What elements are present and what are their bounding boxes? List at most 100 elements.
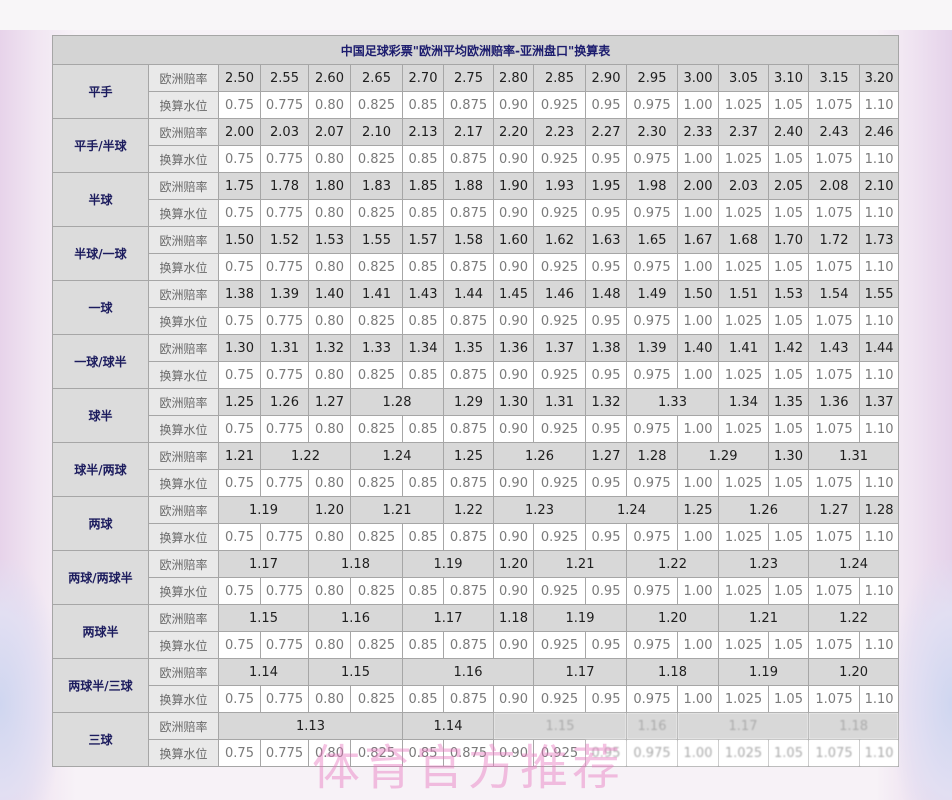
odds-cell: 1.19	[533, 604, 627, 632]
odds-cell: 1.13	[218, 712, 403, 740]
background-cloud	[892, 560, 952, 800]
odds-cell: 1.51	[718, 280, 769, 308]
water-row: 换算水位 0.75 0.775 0.80 0.825 0.85 0.875 0.90 0.925…	[53, 145, 900, 173]
odds-cell: 1.98	[626, 172, 678, 200]
water-cell: 0.975	[626, 253, 678, 281]
odds-cell: 1.27	[308, 388, 351, 416]
row-type-water: 换算水位	[148, 469, 219, 497]
odds-cell: 2.08	[808, 172, 860, 200]
odds-cell: 1.27	[808, 496, 860, 524]
odds-cell: 1.60	[493, 226, 534, 254]
odds-cell: 1.28	[626, 442, 678, 470]
water-cell: 1.00	[677, 523, 719, 551]
odds-cell: 2.27	[585, 118, 627, 146]
water-cell: 1.075	[808, 577, 860, 605]
water-cell: 1.075	[808, 199, 860, 227]
handicap-label: 半球/一球	[52, 226, 149, 281]
water-cell: 1.025	[718, 307, 769, 335]
title-row: 中国足球彩票"欧洲平均欧洲赔率-亚洲盘口"换算表	[51, 35, 900, 65]
row-type-water: 换算水位	[148, 253, 219, 281]
water-cell: 0.875	[443, 631, 494, 659]
water-row: 换算水位 0.75 0.775 0.80 0.825 0.85 0.875 0.90 0.925…	[53, 91, 900, 119]
water-cell: 0.90	[493, 631, 534, 659]
odds-cell: 1.31	[807, 442, 900, 470]
water-cell: 0.925	[533, 307, 586, 335]
odds-cell: 1.18	[308, 550, 403, 578]
row-type-water: 换算水位	[148, 199, 219, 227]
row-type-odds: 欧洲赔率	[148, 712, 219, 740]
water-cell: 0.80	[308, 469, 351, 497]
water-cell: 0.775	[260, 253, 309, 281]
table-title: 中国足球彩票"欧洲平均欧洲赔率-亚洲盘口"换算表	[51, 35, 900, 65]
water-cell: 0.775	[260, 577, 309, 605]
odds-cell: 1.21	[218, 442, 261, 470]
handicap-label: 两球/两球半	[52, 550, 149, 605]
odds-cell: 1.19	[402, 550, 494, 578]
water-cell: 0.75	[218, 91, 261, 119]
water-cell: 0.875	[443, 523, 494, 551]
odds-cell: 1.37	[533, 334, 586, 362]
top-band	[0, 0, 952, 30]
odds-row: 平手/半球 欧洲赔率 2.00 2.03 2.07 2.10 2.13 2.17 2.20 2.2…	[52, 118, 900, 173]
water-cell: 0.825	[350, 307, 403, 335]
odds-cell: 1.16	[402, 658, 534, 686]
row-type-water: 换算水位	[148, 361, 219, 389]
odds-cell: 1.26	[260, 388, 309, 416]
water-cell: 0.75	[218, 739, 261, 767]
water-cell: 1.075	[808, 307, 860, 335]
odds-row: 两球半/三球 欧洲赔率 1.14 1.15 1.16 1.17 1.18 1.19 1.20	[52, 658, 900, 713]
water-cell: 1.025	[718, 145, 769, 173]
odds-cell: 1.38	[585, 334, 627, 362]
water-cell: 0.90	[493, 685, 534, 713]
handicap-label: 平手/半球	[52, 118, 149, 173]
water-cell: 0.975	[626, 415, 678, 443]
odds-cell: 1.36	[808, 388, 860, 416]
water-cell: 0.775	[260, 685, 309, 713]
water-cell: 1.05	[768, 577, 809, 605]
odds-cell: 1.14	[402, 712, 494, 740]
water-cell: 1.05	[768, 91, 809, 119]
water-cell: 0.825	[350, 91, 403, 119]
odds-row: 平手 欧洲赔率 2.50 2.55 2.60 2.65 2.70 2.75 2.80 2.85 2.…	[52, 64, 900, 119]
water-row: 换算水位 0.75 0.775 0.80 0.825 0.85 0.875 0.90 0.925…	[53, 739, 900, 767]
odds-cell: 2.95	[626, 64, 678, 92]
water-cell: 1.10	[858, 739, 900, 767]
water-cell: 0.875	[443, 199, 494, 227]
odds-cell: 1.24	[350, 442, 444, 470]
water-cell: 1.075	[808, 361, 860, 389]
water-cell: 0.95	[585, 469, 627, 497]
odds-cell: 1.21	[718, 604, 809, 632]
water-cell: 0.85	[402, 469, 444, 497]
odds-cell: 2.10	[350, 118, 403, 146]
water-cell: 0.875	[443, 415, 494, 443]
odds-cell: 1.55	[350, 226, 403, 254]
odds-cell: 2.03	[718, 172, 769, 200]
odds-cell: 1.16	[308, 604, 403, 632]
water-row: 换算水位 0.75 0.775 0.80 0.825 0.85 0.875 0.90 0.925…	[53, 415, 900, 443]
water-row: 换算水位 0.75 0.775 0.80 0.825 0.85 0.875 0.90 0.925…	[53, 685, 900, 713]
odds-row: 半球 欧洲赔率 1.75 1.78 1.80 1.83 1.85 1.88 1.90 1.93 1.…	[52, 172, 900, 227]
water-cell: 0.925	[533, 415, 586, 443]
odds-cell: 1.44	[443, 280, 494, 308]
water-cell: 1.10	[858, 631, 900, 659]
water-cell: 0.90	[493, 739, 534, 767]
odds-cell: 1.33	[350, 334, 403, 362]
odds-cell: 1.25	[443, 442, 494, 470]
water-cell: 0.775	[260, 415, 309, 443]
handicap-label: 两球	[52, 496, 149, 551]
handicap-label: 三球	[52, 712, 149, 767]
water-cell: 1.025	[718, 739, 769, 767]
odds-cell: 1.17	[533, 658, 627, 686]
odds-cell: 1.15	[493, 712, 627, 740]
water-cell: 1.075	[808, 145, 860, 173]
odds-cell: 1.83	[350, 172, 403, 200]
odds-cell: 1.68	[718, 226, 769, 254]
water-cell: 0.75	[218, 253, 261, 281]
odds-cell: 2.00	[677, 172, 719, 200]
water-cell: 0.90	[493, 361, 534, 389]
odds-cell: 2.50	[218, 64, 261, 92]
water-cell: 0.85	[402, 523, 444, 551]
odds-cell: 1.35	[768, 388, 809, 416]
water-cell: 0.75	[218, 307, 261, 335]
handicap-label: 一球	[52, 280, 149, 335]
